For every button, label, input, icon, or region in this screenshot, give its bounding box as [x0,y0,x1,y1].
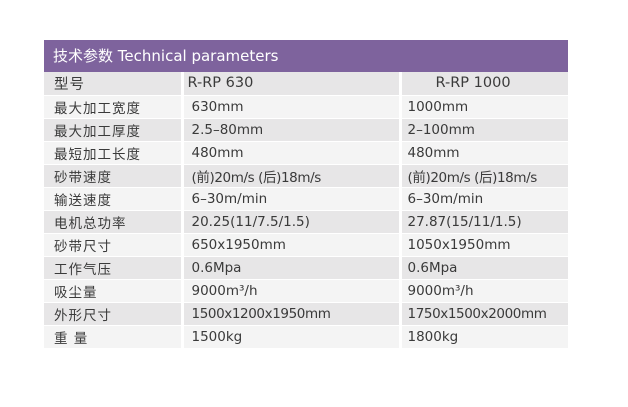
table-header: 技术参数 Technical parameters [44,40,568,72]
table-row: 最短加工长度 480mm 480mm [44,141,568,165]
row-label: 最大加工厚度 [44,118,184,142]
model-630-value: 480mm [182,141,402,165]
table-row: 外形尺寸 1500x1200x1950mm 1750x1500x2000mm [44,302,568,326]
header-title-cn: 技术参数 [53,47,114,65]
model-1000-value: 480mm [400,141,568,165]
model-1000-value: 6–30m/min [400,187,568,211]
model-630-value: 9000m³/h [182,279,402,303]
row-label: 最短加工长度 [44,141,184,165]
table-row: 输送速度 6–30m/min 6–30m/min [44,187,568,211]
model-1000-value: 1800kg [400,325,568,349]
table-row: 最大加工宽度 630mm 1000mm [44,95,568,119]
table-row: 吸尘量 9000m³/h 9000m³/h [44,279,568,303]
row-label: 砂带尺寸 [44,233,184,257]
row-label: 电机总功率 [44,210,184,234]
model-630-value: R-RP 630 [182,72,402,96]
model-630-value: 20.25(11/7.5/1.5) [182,210,402,234]
model-1000-value: 1750x1500x2000mm [400,302,568,326]
row-label: 最大加工宽度 [44,95,184,119]
row-label: 工作气压 [44,256,184,280]
table-row: 砂带速度 (前)20m/s (后)18m/s (前)20m/s (后)18m/s [44,164,568,188]
model-1000-value: 1050x1950mm [400,233,568,257]
model-630-value: 1500x1200x1950mm [182,302,402,326]
model-630-value: 6–30m/min [182,187,402,211]
table-row: 工作气压 0.6Mpa 0.6Mpa [44,256,568,280]
model-1000-value: (前)20m/s (后)18m/s [400,164,568,188]
row-label: 吸尘量 [44,279,184,303]
model-1000-value: 0.6Mpa [400,256,568,280]
table-row: 重 量 1500kg 1800kg [44,325,568,349]
model-1000-value: 9000m³/h [400,279,568,303]
table-row: 砂带尺寸 650x1950mm 1050x1950mm [44,233,568,257]
header-title-en: Technical parameters [117,47,279,65]
model-630-value: 630mm [182,95,402,119]
technical-parameters-panel: 技术参数 Technical parameters 型号 R-RP 630 R-… [44,40,568,349]
table-row: 电机总功率 20.25(11/7.5/1.5) 27.87(15/11/1.5) [44,210,568,234]
row-label: 型号 [44,72,184,96]
row-label: 输送速度 [44,187,184,211]
row-label: 砂带速度 [44,164,184,188]
model-1000-value: 27.87(15/11/1.5) [400,210,568,234]
table-row-model: 型号 R-RP 630 R-RP 1000 [44,72,568,96]
model-1000-value: R-RP 1000 [400,72,568,96]
model-630-value: 0.6Mpa [182,256,402,280]
row-label: 外形尺寸 [44,302,184,326]
table-row: 最大加工厚度 2.5–80mm 2–100mm [44,118,568,142]
parameters-table: 型号 R-RP 630 R-RP 1000 最大加工宽度 630mm 1000m… [44,72,568,349]
model-630-value: 650x1950mm [182,233,402,257]
model-630-value: 2.5–80mm [182,118,402,142]
model-1000-value: 1000mm [400,95,568,119]
model-630-value: 1500kg [182,325,402,349]
model-1000-value: 2–100mm [400,118,568,142]
row-label: 重 量 [44,325,184,349]
model-630-value: (前)20m/s (后)18m/s [182,164,402,188]
